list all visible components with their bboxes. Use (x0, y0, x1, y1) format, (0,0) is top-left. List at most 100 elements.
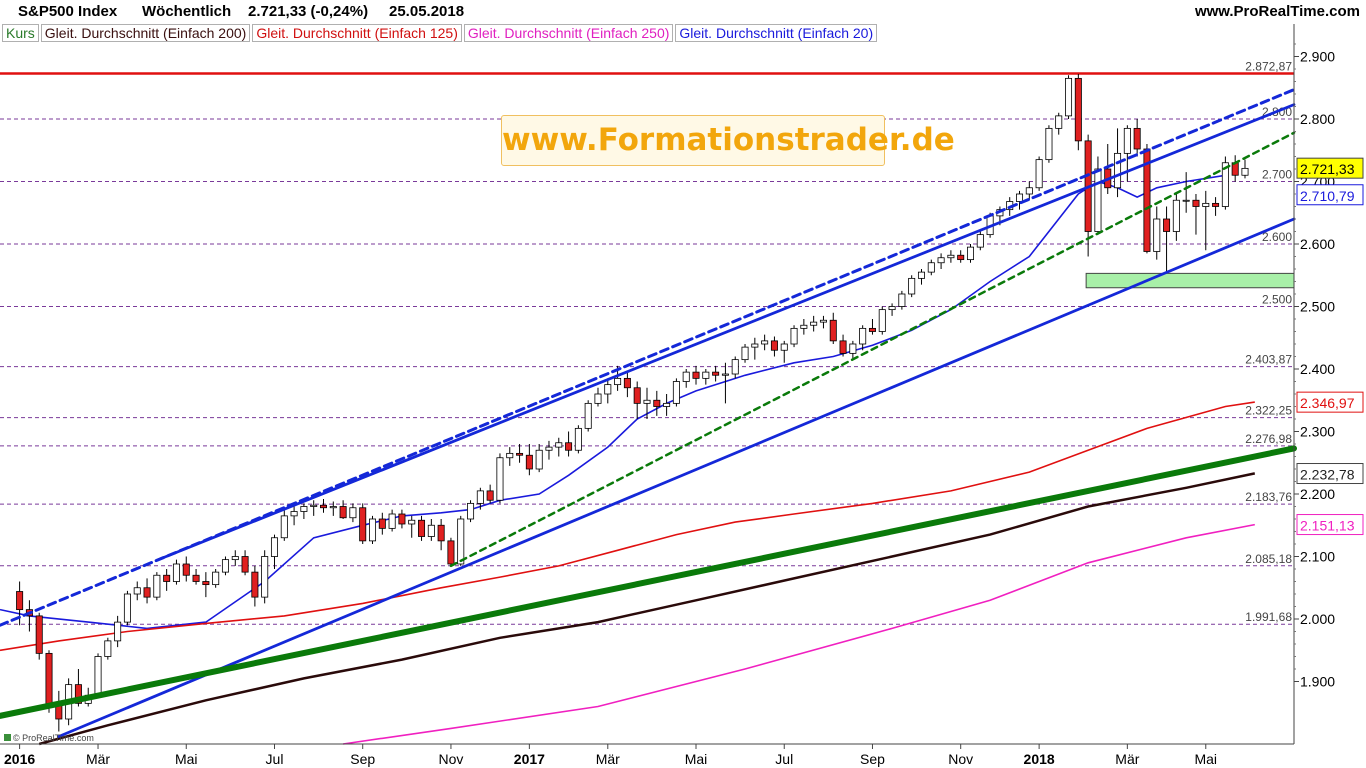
legend-sma250[interactable]: Gleit. Durchschnitt (Einfach 250) (463, 24, 674, 42)
trendline-channel-lower (57, 217, 1296, 738)
candle-bullish (329, 506, 337, 509)
candle-bullish (741, 346, 749, 361)
candle-bullish (555, 442, 563, 448)
candle-bullish (1016, 193, 1024, 202)
candle-bearish (525, 454, 533, 470)
legend-sma125[interactable]: Gleit. Durchschnitt (Einfach 125) (252, 24, 462, 42)
x-tick-label: Mai (1194, 751, 1217, 767)
candle-bullish (290, 511, 298, 517)
x-tick-label: Jul (266, 751, 284, 767)
price-tag-sma200 (1296, 463, 1364, 485)
header-date: 25.05.2018 (389, 3, 465, 20)
candle-bullish (672, 381, 680, 404)
header-site[interactable]: www.ProRealTime.com (1194, 3, 1360, 20)
candle-bullish (643, 399, 651, 404)
candle-bearish (868, 327, 876, 332)
candle-bullish (761, 340, 769, 345)
candle-bearish (437, 524, 445, 542)
prorealtime-logo: © ProRealTime.com (4, 733, 94, 743)
y-tick-label: 2.500 (1300, 299, 1335, 315)
candle-bullish (349, 507, 357, 519)
candle-bullish (280, 515, 288, 539)
candle-bullish (369, 518, 377, 542)
level-label: 2.403,87 (1245, 353, 1292, 367)
y-tick-label: 2.300 (1300, 424, 1335, 440)
candle-bullish (604, 384, 612, 395)
candle-bearish (1133, 127, 1141, 150)
candle-bullish (976, 234, 984, 248)
candle-bearish (692, 371, 700, 379)
candle-bullish (888, 306, 896, 311)
price-tag-label: 2.710,79 (1300, 188, 1355, 204)
candle-bullish (506, 452, 514, 459)
x-tick-label: Sep (350, 751, 375, 767)
candle-bearish (398, 513, 406, 525)
candle-bearish (319, 504, 327, 509)
candle-bearish (829, 319, 837, 342)
candle-bullish (780, 343, 788, 351)
candle-bullish (535, 449, 543, 470)
candle-bullish (221, 559, 229, 573)
candle-bullish (1241, 167, 1249, 176)
price-tag-label: 2.151,13 (1300, 518, 1355, 534)
indicator-legend: Kurs Gleit. Durchschnitt (Einfach 200) G… (2, 24, 878, 42)
x-tick-label: Jul (775, 751, 793, 767)
candle-bullish (408, 519, 416, 525)
price-tag-price (1296, 157, 1364, 179)
legend-kurs[interactable]: Kurs (2, 24, 39, 42)
candle-bullish (300, 506, 308, 512)
price-tag-label: 2.721,33 (1300, 161, 1355, 177)
candle-bullish (1221, 162, 1229, 207)
candle-bullish (1114, 152, 1122, 189)
candle-bearish (251, 571, 259, 598)
price-tag-label: 2.232,78 (1300, 467, 1355, 483)
candle-bearish (45, 652, 53, 706)
candle-bullish (878, 309, 886, 332)
candle-bullish (1172, 199, 1180, 232)
candle-bearish (378, 518, 386, 529)
candle-bullish (859, 327, 867, 345)
support-zone (1085, 272, 1295, 289)
legend-sma200[interactable]: Gleit. Durchschnitt (Einfach 200) (40, 24, 251, 42)
y-tick-label: 2.800 (1300, 111, 1335, 127)
y-tick-label: 2.600 (1300, 236, 1335, 252)
candle-bullish (702, 371, 710, 379)
candle-bearish (623, 377, 631, 389)
header-price: 2.721,33 (-0,24%) (248, 3, 369, 20)
candle-bullish (496, 457, 504, 501)
header-interval: Wöchentlich (142, 3, 232, 20)
candle-bullish (114, 621, 122, 642)
y-tick-label: 2.200 (1300, 486, 1335, 502)
candle-bullish (1055, 115, 1063, 129)
candle-bullish (917, 271, 925, 279)
candle-bearish (839, 340, 847, 354)
candle-bearish (565, 442, 573, 451)
price-tag-sma250 (1296, 514, 1364, 536)
candle-bearish (16, 591, 24, 611)
level-label: 2.276,98 (1245, 432, 1292, 446)
series-sma200 (38, 472, 1256, 746)
candle-bullish (682, 371, 690, 382)
candle-bearish (55, 704, 63, 720)
price-tag-sma125 (1296, 391, 1364, 413)
level-label: 1.991,68 (1245, 610, 1292, 624)
level-label: 2.700 (1262, 168, 1292, 182)
candle-bullish (663, 402, 671, 407)
candle-bullish (927, 262, 935, 273)
candle-bullish (937, 257, 945, 264)
candle-bullish (898, 293, 906, 307)
candle-bullish (1045, 127, 1053, 161)
candle-bullish (721, 373, 729, 376)
candle-bearish (486, 490, 494, 501)
candle-bearish (633, 387, 641, 404)
legend-sma20[interactable]: Gleit. Durchschnitt (Einfach 20) (675, 24, 878, 42)
candle-bearish (1074, 77, 1082, 142)
candle-bullish (467, 502, 475, 520)
y-tick-label: 2.900 (1300, 49, 1335, 65)
candle-bullish (133, 587, 141, 595)
y-tick-label: 1.900 (1300, 674, 1335, 690)
x-tick-label: Nov (438, 751, 463, 767)
axes: 2.900 2.800 2.700 2.600 2.500 2.400 2.300 2.200… (0, 24, 1335, 767)
candle-bullish (270, 537, 278, 557)
candle-bullish (1094, 168, 1102, 232)
